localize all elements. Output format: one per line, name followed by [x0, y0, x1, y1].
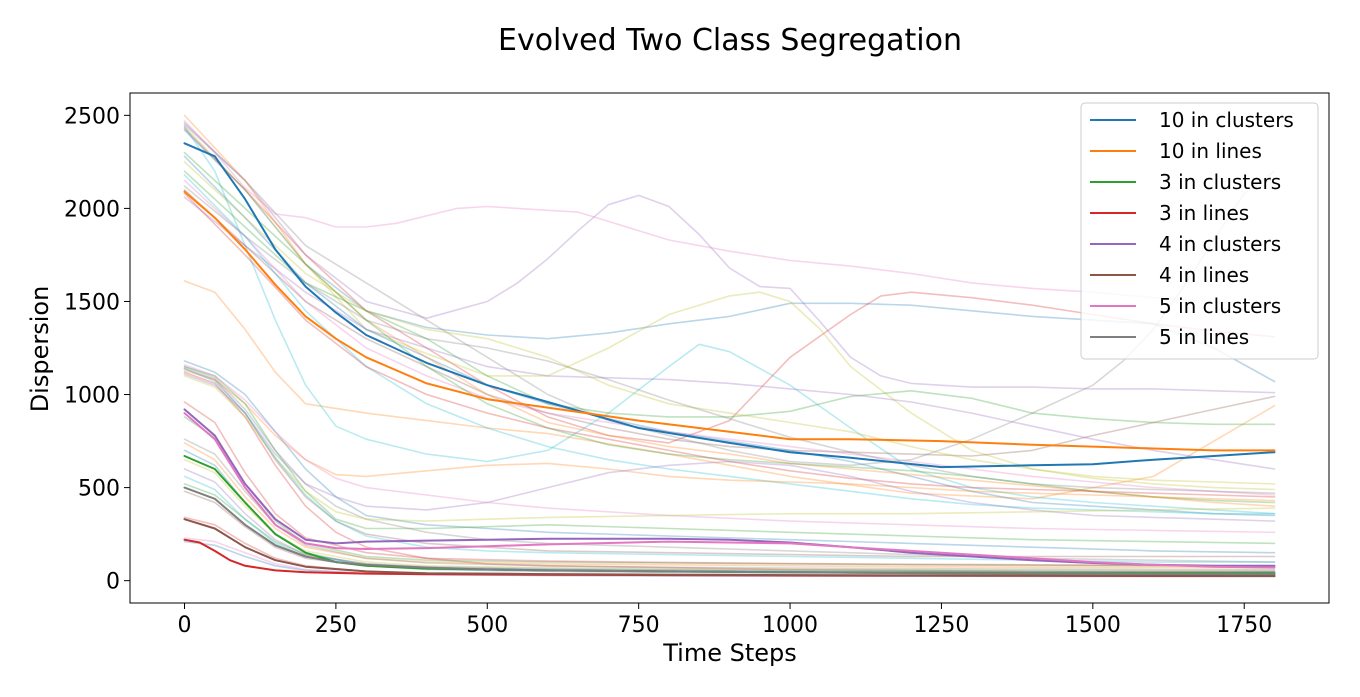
series-line-run-35 [183, 412, 1276, 569]
series-line-run-9 [183, 125, 1276, 515]
x-tick-label: 250 [315, 613, 357, 638]
legend-label: 3 in clusters [1159, 170, 1281, 194]
y-tick-label: 500 [78, 477, 120, 502]
y-ticks: 0 500 1000 1500 2000 2500 [64, 104, 130, 595]
series-line-run-13 [183, 114, 1276, 508]
series-line-run-4 [183, 122, 1276, 394]
series-line-run-14 [183, 196, 1276, 470]
series-line-10-in-lines [183, 190, 1276, 452]
series-line-run-18 [183, 185, 1276, 495]
series-line-run-25 [183, 373, 1276, 522]
y-tick-label: 0 [106, 570, 120, 595]
series-line-run-45 [183, 458, 1276, 572]
series-line-run-21 [183, 360, 1276, 554]
x-tick-label: 0 [178, 613, 192, 638]
legend-label: 3 in lines [1159, 201, 1249, 225]
series-line-run-30 [183, 367, 1276, 563]
legend-label: 4 in lines [1159, 263, 1249, 287]
series-line-run-34 [183, 518, 1276, 577]
legend-label: 10 in lines [1159, 139, 1262, 163]
series-line-run-33 [183, 408, 1276, 567]
lines-layer [183, 114, 1276, 578]
chart-title: Evolved Two Class Segregation [498, 23, 962, 58]
legend: 10 in clusters 10 in lines 3 in clusters 3 … [1080, 102, 1319, 360]
plot-frame [129, 92, 1330, 604]
series-line-run-44 [183, 438, 1276, 571]
series-line-run-27 [183, 363, 1276, 534]
series-line-run-15 [183, 179, 1276, 496]
series-line-run-8 [183, 125, 1276, 491]
series-line-run-5 [183, 120, 1276, 307]
series-line-run-24 [183, 371, 1276, 573]
x-tick-label: 500 [466, 613, 508, 638]
series-line-run-11 [183, 189, 1276, 457]
series-line-run-38 [183, 442, 1276, 569]
x-tick-label: 1500 [1065, 613, 1121, 638]
series-line-run-49 [183, 401, 1276, 567]
legend-label: 5 in lines [1159, 325, 1249, 349]
series-line-run-41 [183, 468, 1276, 573]
series-line-run-28 [183, 365, 1276, 563]
series-line-run-22 [183, 369, 1276, 502]
series-line-run-12 [183, 155, 1276, 517]
legend-label: 4 in clusters [1159, 232, 1281, 256]
x-tick-label: 1750 [1216, 613, 1272, 638]
series-line-run-19 [183, 151, 1276, 504]
y-tick-label: 1000 [64, 384, 120, 409]
legend-label: 5 in clusters [1159, 294, 1281, 318]
legend-box [1080, 102, 1319, 360]
x-tick-label: 1250 [913, 613, 969, 638]
series-line-run-10 [183, 170, 1276, 426]
series-line-run-16 [183, 161, 1276, 485]
x-axis-label: Time Steps [662, 639, 797, 667]
series-line-run-23 [183, 365, 1276, 545]
legend-label: 10 in clusters [1159, 108, 1294, 132]
series-line-run-17 [183, 174, 1276, 515]
x-tick-label: 1000 [762, 613, 818, 638]
series-line-run-20 [183, 192, 1276, 498]
series-line-run-3 [183, 280, 1276, 500]
y-tick-label: 2000 [64, 197, 120, 222]
series-line-run-36 [183, 486, 1276, 576]
x-tick-label: 750 [618, 613, 660, 638]
y-tick-label: 1500 [64, 290, 120, 315]
y-axis-label: Dispersion [26, 286, 54, 413]
series-line-run-46 [183, 475, 1276, 573]
series-line-run-29 [183, 375, 1276, 522]
x-ticks: 0 250 500 750 1000 1250 1500 1750 [178, 603, 1272, 638]
y-tick-label: 2500 [64, 104, 120, 129]
